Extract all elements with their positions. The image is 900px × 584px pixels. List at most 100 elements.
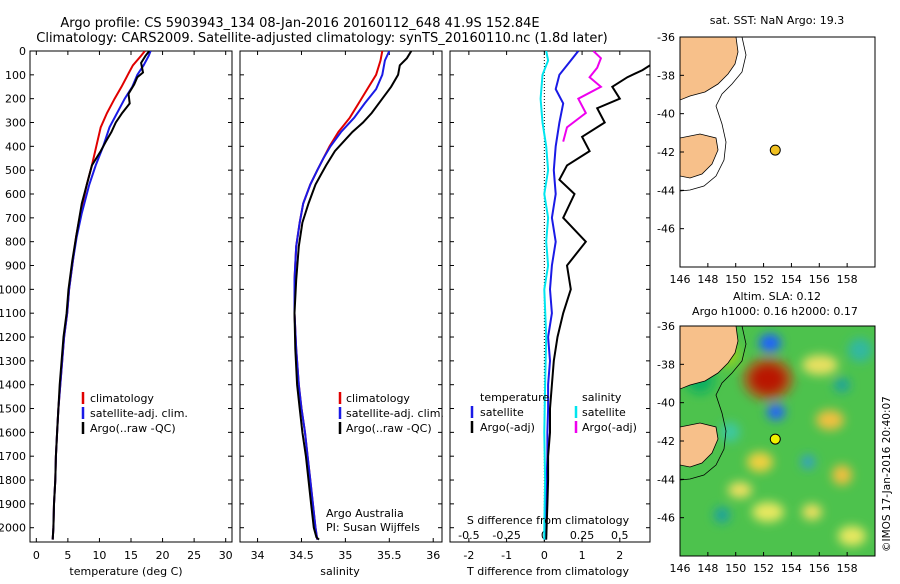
imos-credit: ©IMOS 17-Jan-2016 20:40:07: [881, 396, 893, 552]
series-line-argo-raw-qc-: [293, 51, 413, 541]
x-tick-label: 20: [156, 549, 170, 562]
s-diff-tick-label: 0.5: [611, 529, 629, 542]
pi-note: PI: Susan Wijffels: [326, 521, 420, 534]
x-tick-label: 0: [33, 549, 40, 562]
map-y-tick-label: -40: [657, 108, 675, 121]
depth-axis: 0 100 200 300 400 500 600 700 800 900 1000 1100 1200…: [0, 45, 650, 535]
sla-map-axes: 146 148 150 152 154 156 158 -36 -38 -40 -42 -44 -46: [657, 320, 858, 575]
map-x-tick-label: 146: [670, 273, 691, 286]
map-y-tick-label: -38: [657, 69, 675, 82]
blob: [714, 507, 730, 523]
sla-map-subtitle: Argo h1000: 0.16 h2000: 0.17: [692, 305, 858, 318]
series-line-argo-raw-qc-: [51, 51, 151, 540]
argo-float-marker: [769, 144, 781, 156]
salinity-panel-frame: [239, 50, 443, 543]
salinity-legend: climatology satellite-adj. clim. Argo(..…: [338, 392, 444, 435]
x-tick-label: 10: [92, 549, 106, 562]
series-line-temperature-argo-adj-: [545, 64, 650, 540]
depth-tick-label: 900: [5, 260, 26, 273]
x-tick-label: 34: [251, 549, 265, 562]
series-line-salinity-argo-adj-: [562, 51, 603, 142]
x-tick-label: 1: [579, 549, 586, 562]
x-tick-label: 34.5: [289, 549, 314, 562]
x-tick-label: 15: [124, 549, 138, 562]
sla-anomaly-blobs: [686, 334, 872, 546]
depth-tick-label: 400: [5, 140, 26, 153]
depth-tick-label: 1200: [0, 331, 26, 344]
depth-tick-label: 100: [5, 69, 26, 82]
figure-title-line1: Argo profile: CS 5903943_134 08-Jan-2016…: [60, 16, 539, 31]
x-tick-label: 35.5: [377, 549, 402, 562]
map-y-tick-label: -44: [657, 473, 675, 486]
x-tick-label: -1: [501, 549, 512, 562]
salinity-x-label: salinity: [320, 565, 360, 578]
sst-map-land: [680, 37, 747, 192]
legend-temperature-title: temperature: [480, 391, 549, 404]
map-y-tick-label: -38: [657, 358, 675, 371]
shelf-contour: [680, 326, 747, 481]
sst-map-title: sat. SST: NaN Argo: 19.3: [710, 14, 844, 27]
depth-tick-label: 200: [5, 93, 26, 106]
depth-tick-label: 500: [5, 164, 26, 177]
legend-satellite-label: satellite-adj. clim.: [90, 407, 188, 420]
map-x-tick-label: 146: [670, 562, 691, 575]
map-y-tick-label: -36: [657, 320, 675, 333]
sla-map-title: Altim. SLA: 0.12: [733, 290, 821, 303]
difference-top-label: S difference from climatology: [467, 514, 630, 527]
difference-panel-frame: [449, 50, 651, 543]
blob: [802, 504, 822, 520]
blob: [767, 404, 785, 420]
depth-tick-label: 1300: [0, 355, 26, 368]
depth-tick-label: 1700: [0, 450, 26, 463]
depth-tick-label: 1900: [0, 498, 26, 511]
legend-t-satellite-label: satellite: [480, 406, 524, 419]
x-tick-label: 5: [64, 549, 71, 562]
tasmania: [680, 422, 719, 468]
figure-title-line2: Climatology: CARS2009. Satellite-adjuste…: [36, 31, 608, 46]
temperature-x-label: temperature (deg C): [69, 565, 182, 578]
depth-tick-label: 1800: [0, 474, 26, 487]
x-tick-label: 30: [219, 549, 233, 562]
map-y-tick-label: -42: [657, 146, 675, 159]
legend-climatology-label: climatology: [90, 392, 154, 405]
depth-tick-label: 300: [5, 117, 26, 130]
blob: [759, 334, 781, 352]
argo-float-marker: [769, 433, 781, 445]
blob: [802, 355, 838, 375]
map-y-tick-label: -46: [657, 512, 675, 525]
legend-satellite-label: satellite-adj. clim.: [346, 407, 444, 420]
temperature-panel-frame: [29, 50, 233, 543]
map-x-tick-label: 154: [781, 562, 802, 575]
map-y-tick-label: -46: [657, 223, 675, 236]
map-x-tick-label: 154: [781, 273, 802, 286]
depth-tick-label: 1600: [0, 426, 26, 439]
salinity-series: [293, 51, 413, 541]
blob: [720, 422, 740, 442]
series-line-satellite-adj-clim-: [293, 51, 391, 540]
blob: [728, 482, 752, 498]
depth-tick-label: 600: [5, 188, 26, 201]
mainland-australia: [680, 37, 739, 101]
blob: [834, 378, 850, 392]
depth-tick-label: 800: [5, 236, 26, 249]
legend-climatology-label: climatology: [346, 392, 410, 405]
x-tick-label: 36: [426, 549, 440, 562]
mainland-australia: [680, 326, 739, 390]
depth-tick-label: 1100: [0, 307, 26, 320]
depth-tick-label: 2000: [0, 522, 26, 535]
x-tick-label: 0: [541, 549, 548, 562]
map-x-tick-label: 156: [809, 562, 830, 575]
temperature-x-axis: 0 5 10 15 20 25 30: [33, 51, 233, 562]
salinity-x-axis: 34 34.5 35 35.5 36: [251, 51, 440, 562]
sst-map-axes: 146 148 150 152 154 156 158 -36 -38 -40 -42 -44 -46: [657, 31, 858, 286]
legend-s-satellite-label: satellite: [582, 406, 626, 419]
blob: [838, 526, 866, 546]
map-x-tick-label: 148: [697, 562, 718, 575]
depth-tick-label: 0: [19, 45, 26, 58]
map-x-tick-label: 150: [725, 562, 746, 575]
blob: [742, 357, 794, 401]
series-line-salinity-satellite: [539, 51, 550, 540]
x-tick-label: 35: [338, 549, 352, 562]
depth-tick-label: 1400: [0, 379, 26, 392]
